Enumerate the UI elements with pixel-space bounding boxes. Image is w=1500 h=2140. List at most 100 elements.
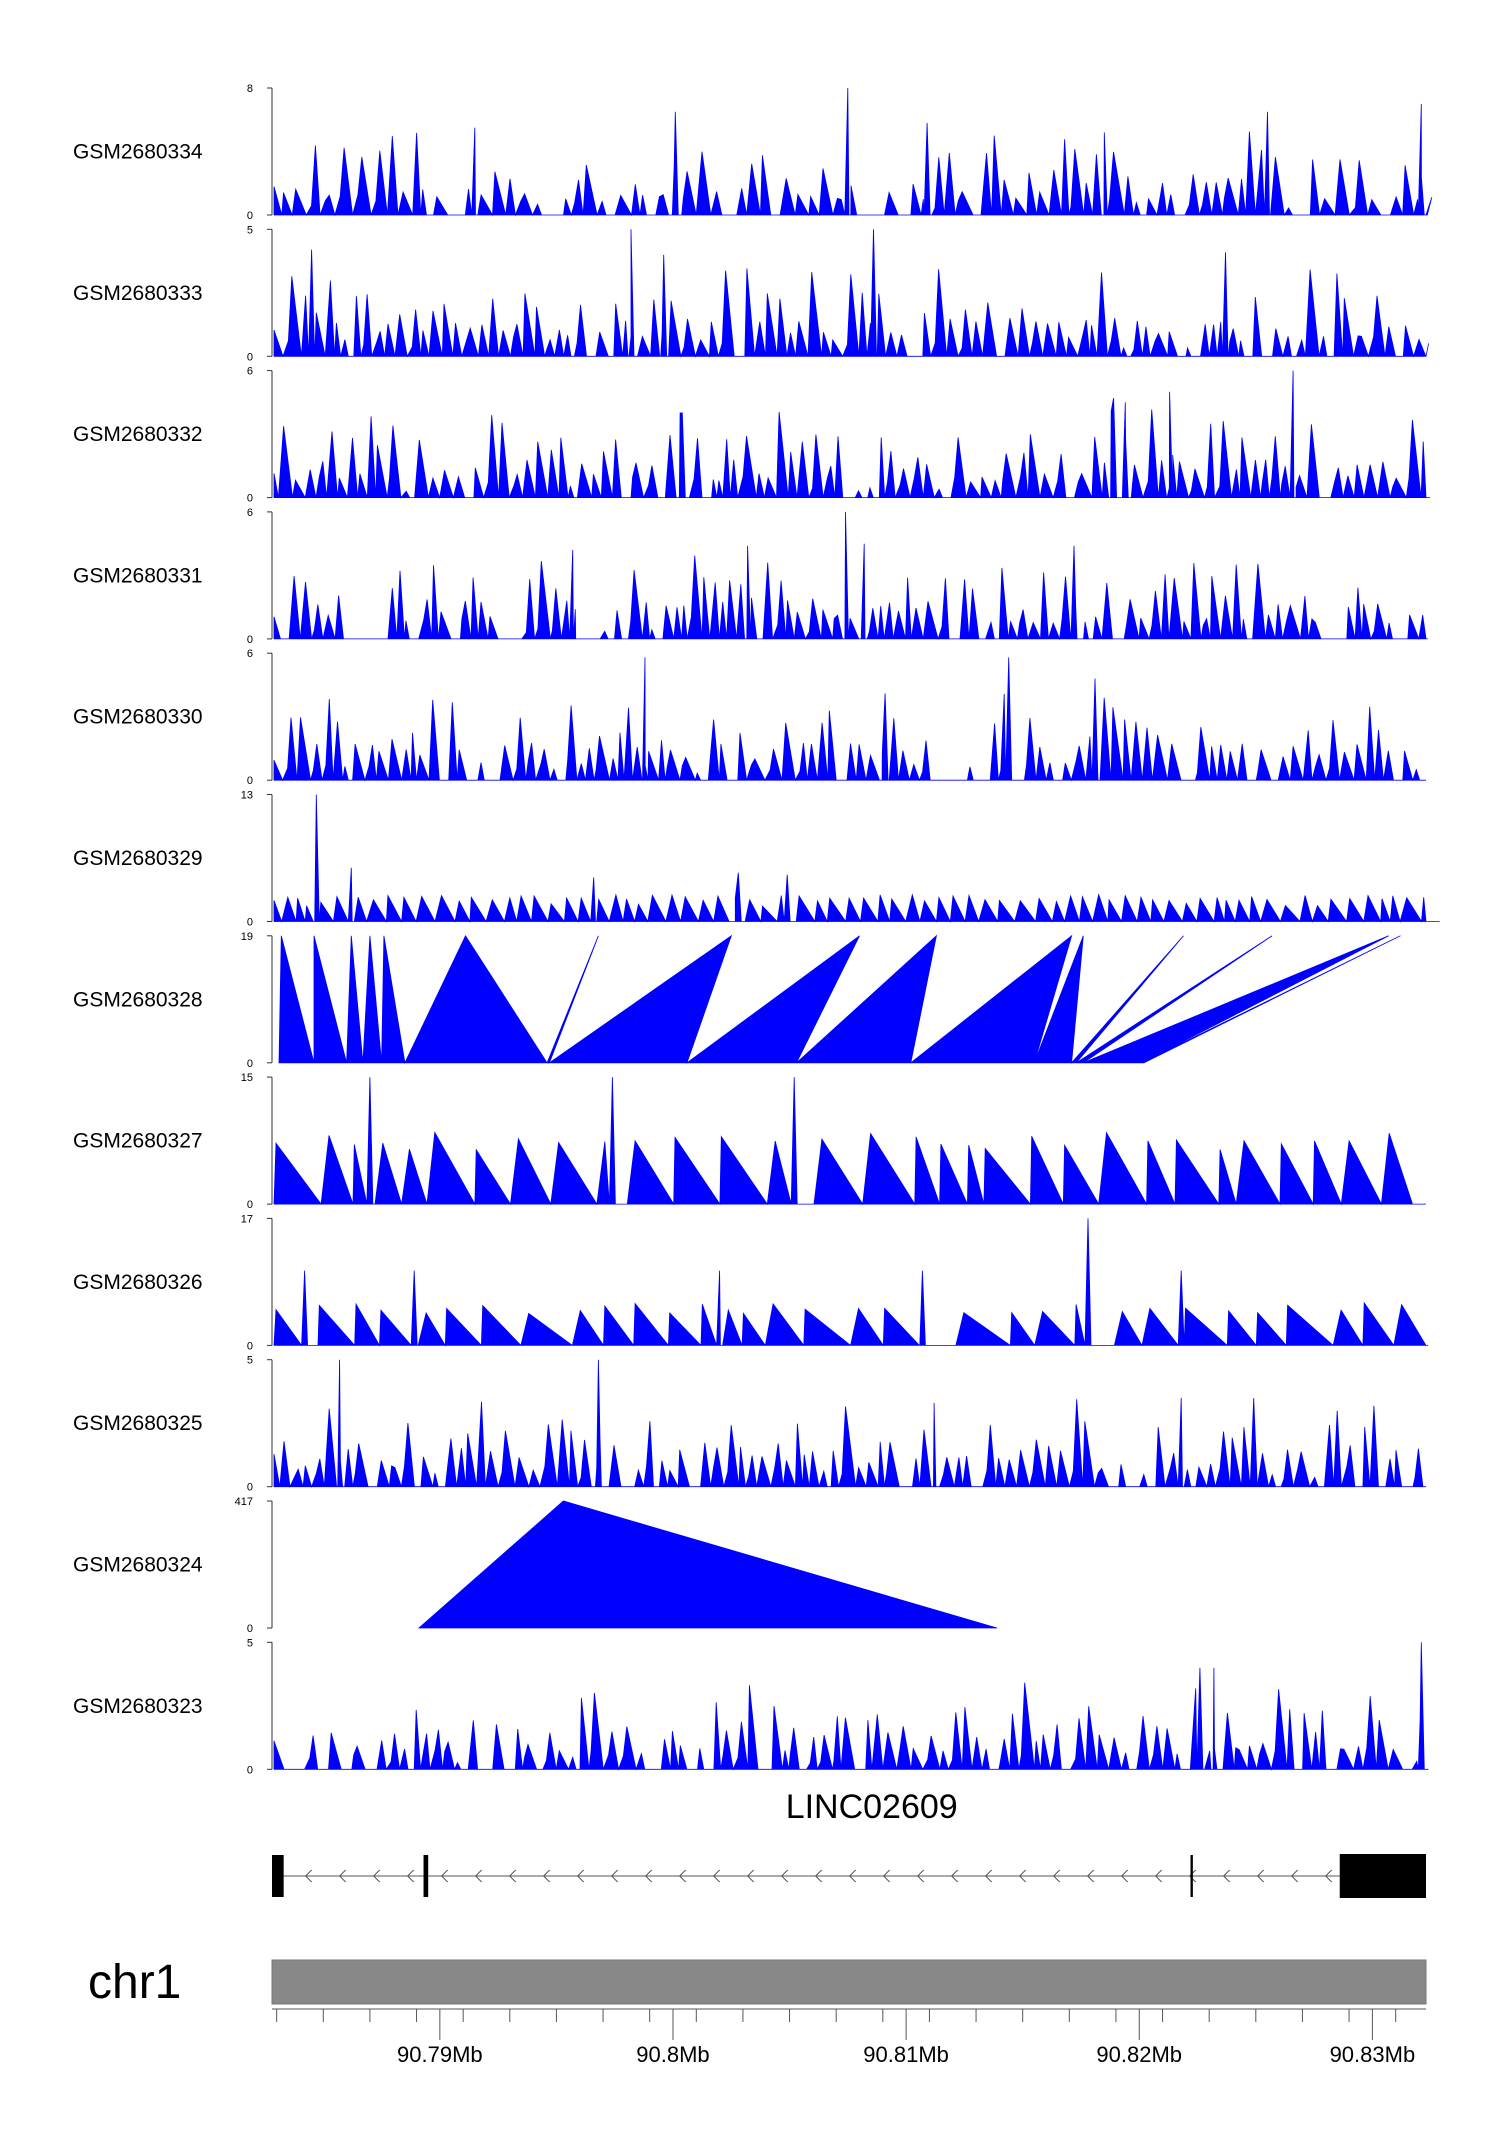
strand-arrow-icon: [746, 1869, 755, 1883]
x-tick-label: 90.8Mb: [636, 2042, 709, 2067]
strand-arrow-icon: [474, 1869, 483, 1883]
coverage-area: [273, 1359, 1426, 1489]
y-tick-label-max: 5: [247, 1355, 253, 1367]
strand-arrow-icon: [610, 1869, 619, 1883]
y-tick-label-max: 17: [241, 1213, 253, 1225]
gene-name-label: LINC02609: [786, 1788, 958, 1826]
strand-arrow-icon: [1290, 1869, 1299, 1883]
strand-arrow-icon: [678, 1869, 687, 1883]
genomic-axis: 90.79Mb 90.8Mb 90.81Mb 90.82Mb 90.83Mb: [272, 2008, 1426, 2067]
track-GSM2680325: GSM2680325 5 0: [73, 1355, 1426, 1494]
track-label: GSM2680328: [73, 988, 203, 1011]
track-GSM2680324: GSM2680324 417 0: [73, 1496, 998, 1635]
y-tick-label-min: 0: [247, 1199, 253, 1211]
y-tick-label-max: 5: [247, 224, 253, 236]
y-tick-label-max: 417: [235, 1496, 253, 1508]
y-tick-label-max: 5: [247, 1637, 253, 1649]
track-GSM2680323: GSM2680323 5 0: [73, 1637, 1429, 1776]
strand-arrow-icon: [1154, 1869, 1163, 1883]
data-tracks: GSM268033480GSM268033350GSM268033260GSM2…: [73, 83, 1440, 1776]
track-label: GSM2680329: [73, 847, 203, 870]
chromosome-ideogram: chr1: [88, 1956, 1427, 2009]
chromosome-label: chr1: [88, 1956, 181, 2009]
track-GSM2680326: GSM2680326 17 0: [73, 1213, 1429, 1352]
gene-track: LINC02609: [272, 1788, 1426, 1898]
y-tick-label-min: 0: [247, 1482, 253, 1494]
track-label: GSM2680324: [73, 1554, 203, 1577]
strand-arrow-icon: [1324, 1869, 1333, 1883]
track-GSM2680328: GSM2680328 19 0: [73, 931, 1401, 1070]
gene-exon: [423, 1855, 429, 1897]
strand-arrow-icon: [372, 1869, 381, 1883]
strand-arrow-icon: [1052, 1869, 1061, 1883]
track-label: GSM2680326: [73, 1271, 203, 1294]
coverage-area: [273, 370, 1431, 500]
strand-arrow-icon: [576, 1869, 585, 1883]
strand-arrow-icon: [1188, 1869, 1197, 1883]
y-tick-label-max: 8: [247, 83, 253, 95]
chromosome-band: [271, 1959, 1427, 2005]
x-tick-label: 90.83Mb: [1330, 2042, 1416, 2067]
track-GSM2680331: GSM2680331 6 0: [73, 507, 1428, 646]
strand-arrow-icon: [542, 1869, 551, 1883]
strand-arrow-icon: [712, 1869, 721, 1883]
coverage-area: [278, 934, 1401, 1065]
track-GSM2680333: GSM2680333 5 0: [73, 224, 1429, 363]
track-label: GSM2680330: [73, 706, 203, 729]
strand-arrow-icon: [508, 1869, 517, 1883]
coverage-area: [273, 657, 1426, 782]
y-tick-label-min: 0: [247, 1623, 253, 1635]
strand-arrow-icon: [916, 1869, 925, 1883]
strand-arrow-icon: [1120, 1869, 1129, 1883]
track-label: GSM2680325: [73, 1412, 203, 1435]
y-tick-label-max: 19: [241, 931, 253, 943]
strand-arrow-icon: [848, 1869, 857, 1883]
y-tick-label-min: 0: [247, 917, 253, 929]
y-tick-label-min: 0: [247, 634, 253, 646]
strand-arrow-icon: [406, 1869, 415, 1883]
strand-arrow-icon: [814, 1869, 823, 1883]
y-tick-label-max: 6: [247, 507, 253, 519]
y-tick-label-min: 0: [247, 351, 253, 363]
y-tick-label-max: 15: [241, 1072, 253, 1084]
strand-arrow-icon: [1222, 1869, 1231, 1883]
coverage-area: [273, 1218, 1429, 1347]
coverage-area: [417, 1500, 998, 1629]
strand-arrow-icon: [644, 1869, 653, 1883]
track-label: GSM2680334: [73, 141, 203, 164]
y-tick-label-min: 0: [247, 493, 253, 505]
strand-arrow-icon: [780, 1869, 789, 1883]
gene-exon: [272, 1855, 284, 1897]
track-GSM2680332: GSM2680332 6 0: [73, 366, 1431, 505]
track-label: GSM2680323: [73, 1695, 203, 1718]
coverage-area: [273, 1642, 1429, 1771]
strand-arrow-icon: [882, 1869, 891, 1883]
track-GSM2680334: GSM2680334 8 0: [73, 83, 1433, 222]
track-label: GSM2680327: [73, 1130, 203, 1153]
track-GSM2680329: GSM2680329 13 0: [73, 790, 1440, 929]
y-tick-label-min: 0: [247, 1764, 253, 1776]
coverage-area: [273, 794, 1440, 924]
gene-exon: [1339, 1854, 1426, 1898]
y-tick-label-min: 0: [247, 1340, 253, 1352]
x-tick-label: 90.79Mb: [397, 2042, 483, 2067]
x-tick-label: 90.82Mb: [1096, 2042, 1182, 2067]
track-GSM2680327: GSM2680327 15 0: [73, 1072, 1426, 1211]
coverage-area: [273, 87, 1433, 217]
track-GSM2680330: GSM2680330 6 0: [73, 648, 1426, 787]
coverage-area: [273, 1077, 1426, 1206]
strand-arrow-icon: [950, 1869, 959, 1883]
strand-arrow-icon: [984, 1869, 993, 1883]
strand-arrow-icon: [1086, 1869, 1095, 1883]
coverage-area: [273, 511, 1428, 641]
strand-arrow-icon: [1018, 1869, 1027, 1883]
strand-arrow-icon: [440, 1869, 449, 1883]
track-label: GSM2680332: [73, 423, 203, 446]
gene-exon: [1190, 1855, 1193, 1897]
y-tick-label-min: 0: [247, 210, 253, 222]
y-tick-label-max: 6: [247, 366, 253, 378]
strand-arrow-icon: [304, 1869, 313, 1883]
track-label: GSM2680333: [73, 282, 203, 305]
